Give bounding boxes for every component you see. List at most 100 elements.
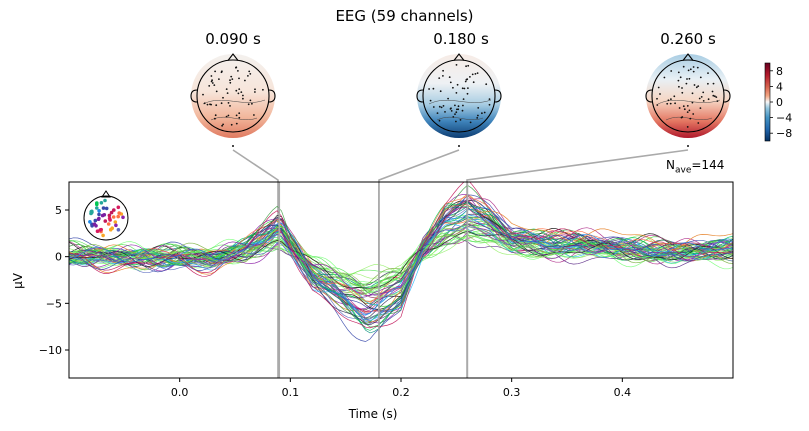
- sensor-dot: [700, 96, 703, 98]
- sensor-dot: [432, 87, 435, 90]
- sensor-dot: [692, 113, 695, 115]
- sensor-dot: [214, 117, 216, 120]
- sensor-dot: [218, 78, 220, 80]
- sensor-location-legend: [83, 190, 129, 241]
- channel-trace: [69, 206, 733, 334]
- legend-sensor-dot: [101, 233, 105, 238]
- channel-trace: [69, 195, 733, 303]
- topomap-nose: [682, 53, 694, 61]
- sensor-dot: [448, 76, 451, 78]
- legend-sensor-dot: [109, 210, 114, 215]
- y-tick-label: −5: [46, 297, 62, 310]
- sensor-dot: [238, 112, 241, 115]
- sensor-dot: [456, 83, 459, 86]
- x-axis-label: Time (s): [348, 407, 398, 421]
- legend-head-nose: [101, 190, 111, 198]
- channel-trace: [69, 234, 733, 275]
- legend-sensor-dot: [92, 222, 97, 226]
- legend-sensor-dot: [90, 209, 94, 214]
- topomap-left-ear: [645, 89, 653, 103]
- legend-sensor-dot: [103, 198, 107, 203]
- sensor-dot: [476, 72, 479, 74]
- sensor-dot: [466, 92, 469, 95]
- sensor-dot: [210, 103, 213, 106]
- colorbar-tick-label: 4: [776, 80, 783, 93]
- sensor-dot: [428, 88, 430, 90]
- sensor-dot: [669, 102, 672, 105]
- sensor-dot: [202, 93, 204, 96]
- topomap-head-outline: [651, 59, 725, 133]
- legend-sensor-dot: [106, 222, 111, 226]
- sensor-dot: [227, 114, 230, 117]
- sensor-dot: [237, 92, 240, 95]
- sensor-dot: [229, 79, 231, 82]
- sensor-dot: [438, 77, 441, 79]
- sensor-dot: [670, 70, 673, 72]
- colorbar-tick-label: 8: [776, 65, 783, 78]
- y-axis-label: µV: [11, 272, 25, 289]
- sensor-dot: [716, 100, 719, 102]
- sensor-dot: [242, 94, 244, 97]
- sensor-dot: [457, 108, 460, 111]
- topomap-field: [646, 54, 730, 138]
- sensor-dot: [707, 98, 710, 101]
- sensor-dot: [692, 70, 695, 73]
- sensor-dot: [464, 80, 467, 83]
- connector-line-1: [232, 149, 279, 378]
- topomap-nose: [453, 53, 465, 61]
- sensor-dot: [459, 119, 462, 121]
- sensor-dot: [469, 121, 472, 124]
- sensor-dot: [481, 112, 483, 115]
- sensor-dot: [432, 106, 435, 108]
- topomap-contour: [665, 116, 713, 121]
- legend-sensor-dot: [97, 216, 101, 221]
- legend-sensor-dot: [88, 220, 92, 224]
- sensor-dot: [485, 83, 488, 86]
- channel-trace: [69, 230, 733, 289]
- sensor-dot: [211, 79, 214, 82]
- sensor-dot: [692, 66, 695, 68]
- topomap-head-outline: [422, 59, 496, 133]
- legend-sensor-dot: [112, 208, 116, 212]
- sensor-dot: [695, 86, 698, 89]
- sensor-dot: [467, 64, 470, 67]
- sensor-dot: [449, 81, 452, 84]
- sensor-dot: [238, 88, 241, 90]
- sensor-dot: [686, 105, 689, 107]
- nave-value: =144: [691, 158, 725, 172]
- channel-trace: [69, 207, 733, 315]
- sensor-dot: [688, 109, 691, 112]
- sensor-dot: [461, 87, 464, 90]
- sensor-dot: [458, 145, 460, 147]
- sensor-dot: [254, 88, 256, 91]
- colorbar: 8 4 0 −4 −8: [764, 62, 792, 142]
- sensor-dot: [686, 126, 689, 128]
- sensor-dot: [699, 76, 702, 79]
- sensor-dot: [488, 98, 491, 100]
- sensor-dot: [689, 68, 692, 71]
- legend-sensor-dot: [121, 215, 125, 220]
- sensor-dot: [712, 82, 715, 85]
- sensor-dot: [702, 91, 705, 94]
- x-tick-label: 0.2: [392, 386, 410, 399]
- sensor-dot: [203, 102, 206, 105]
- sensor-dot: [442, 75, 444, 77]
- sensor-dot: [698, 97, 701, 100]
- sensor-dot: [686, 111, 689, 113]
- sensor-dot: [438, 105, 441, 108]
- legend-sensor-dot: [95, 206, 99, 210]
- legend-sensor-dot: [107, 213, 112, 218]
- sensor-dot: [232, 145, 234, 147]
- sensor-dot: [465, 78, 468, 81]
- sensor-dot: [231, 78, 234, 80]
- sensor-dot: [235, 89, 238, 92]
- sensor-dot: [444, 111, 446, 113]
- channel-trace: [69, 202, 733, 331]
- sensor-dot: [249, 99, 252, 102]
- sensor-dot: [436, 112, 439, 114]
- sensor-dot: [455, 111, 458, 114]
- sensor-dot: [483, 111, 486, 114]
- sensor-dot: [240, 91, 243, 93]
- legend-sensor-dot: [102, 213, 107, 217]
- topomap-right-ear: [723, 89, 731, 103]
